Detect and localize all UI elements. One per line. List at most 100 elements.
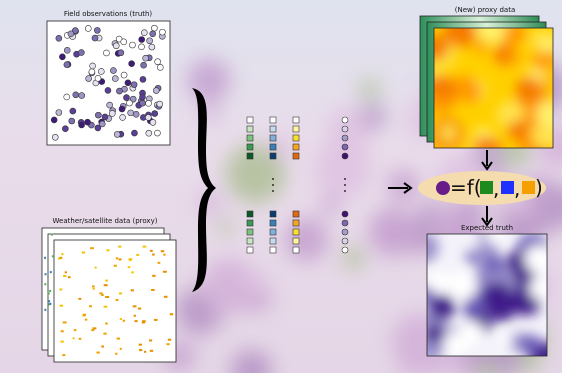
column-dot bbox=[342, 238, 348, 244]
proxy-point bbox=[48, 292, 50, 294]
column-square bbox=[293, 117, 299, 123]
proxy-point bbox=[163, 271, 167, 273]
proxy-point bbox=[68, 276, 71, 278]
observation bbox=[139, 94, 145, 100]
observation bbox=[64, 47, 70, 53]
column-dot bbox=[342, 135, 348, 141]
observation bbox=[89, 69, 95, 75]
observation bbox=[95, 112, 101, 118]
truth-blob bbox=[430, 295, 455, 320]
proxy-point bbox=[149, 339, 152, 341]
observation bbox=[145, 114, 151, 120]
proxy-point bbox=[104, 284, 108, 286]
proxy-point bbox=[48, 300, 50, 302]
observation bbox=[110, 68, 116, 74]
observation bbox=[145, 100, 151, 106]
proxy-point bbox=[50, 271, 52, 273]
heat-blob bbox=[459, 80, 482, 103]
column-square bbox=[247, 117, 253, 123]
observation bbox=[141, 30, 147, 36]
proxy-point bbox=[105, 296, 109, 298]
column-dot bbox=[342, 126, 348, 132]
heat-blob bbox=[439, 124, 456, 141]
observation bbox=[150, 31, 156, 37]
proxy-point bbox=[62, 354, 65, 356]
observation bbox=[139, 37, 145, 43]
observation bbox=[90, 63, 96, 69]
truth-blob bbox=[425, 324, 444, 343]
proxy-point bbox=[142, 321, 145, 323]
proxy-point bbox=[82, 251, 85, 253]
panel-title: (New) proxy data bbox=[455, 6, 515, 14]
observation bbox=[103, 50, 109, 56]
column-square bbox=[247, 144, 253, 150]
column-square bbox=[270, 247, 276, 253]
proxy-point bbox=[105, 280, 108, 282]
proxy-symbol bbox=[480, 181, 493, 194]
proxy-point bbox=[131, 289, 134, 291]
column-square bbox=[293, 126, 299, 132]
formula-text: , bbox=[514, 177, 520, 201]
column-square bbox=[270, 220, 276, 226]
proxy-point bbox=[170, 313, 173, 315]
observation bbox=[147, 38, 153, 44]
observation bbox=[64, 62, 70, 68]
proxy-point bbox=[83, 314, 86, 316]
proxy-point bbox=[85, 319, 87, 321]
proxy-point bbox=[49, 303, 51, 305]
observation bbox=[129, 61, 135, 67]
column-square bbox=[270, 117, 276, 123]
flower-blob bbox=[217, 219, 233, 235]
proxy-point bbox=[92, 327, 96, 329]
proxy-point bbox=[101, 294, 104, 296]
proxy-point bbox=[150, 250, 153, 252]
observation bbox=[151, 25, 157, 31]
observation bbox=[153, 88, 159, 94]
heat-blob bbox=[513, 127, 527, 141]
observation bbox=[92, 35, 98, 41]
observation bbox=[155, 59, 161, 65]
observation bbox=[150, 119, 156, 125]
truth-blob bbox=[483, 286, 510, 313]
observation bbox=[129, 42, 135, 48]
observation bbox=[102, 114, 108, 120]
observation bbox=[157, 64, 163, 70]
column-dot bbox=[342, 247, 348, 253]
column-square bbox=[247, 135, 253, 141]
page: Field observations (truth) Weather/satel… bbox=[0, 0, 562, 373]
column-square bbox=[270, 229, 276, 235]
proxy-point bbox=[44, 283, 46, 285]
proxy-point bbox=[151, 289, 155, 291]
observation bbox=[59, 54, 65, 60]
observation bbox=[159, 29, 165, 35]
proxy-point bbox=[61, 341, 64, 343]
proxy-point bbox=[138, 308, 141, 310]
column-square bbox=[270, 135, 276, 141]
proxy-point bbox=[133, 305, 137, 307]
flower-blob bbox=[359, 79, 380, 100]
proxy-point bbox=[152, 275, 155, 277]
ellipsis-dot bbox=[272, 178, 274, 180]
truth-blob bbox=[520, 335, 540, 355]
observation bbox=[143, 55, 149, 61]
observation bbox=[86, 76, 92, 82]
observation bbox=[109, 110, 115, 116]
proxy-point bbox=[120, 318, 122, 320]
observation bbox=[125, 80, 131, 86]
observation bbox=[51, 117, 57, 123]
column-dot bbox=[342, 153, 348, 159]
column-square bbox=[270, 144, 276, 150]
proxy-point bbox=[144, 351, 146, 353]
column-square bbox=[293, 153, 299, 159]
proxy-point bbox=[104, 306, 108, 308]
proxy-point bbox=[105, 323, 108, 325]
column-dot bbox=[342, 211, 348, 217]
column-square bbox=[293, 229, 299, 235]
proxy-point bbox=[44, 257, 46, 259]
proxy-point bbox=[90, 247, 94, 249]
panel-title: Field observations (truth) bbox=[64, 10, 153, 18]
proxy-point bbox=[74, 329, 77, 331]
truth-symbol bbox=[436, 181, 450, 195]
proxy-point bbox=[143, 246, 147, 248]
observation bbox=[85, 25, 91, 31]
